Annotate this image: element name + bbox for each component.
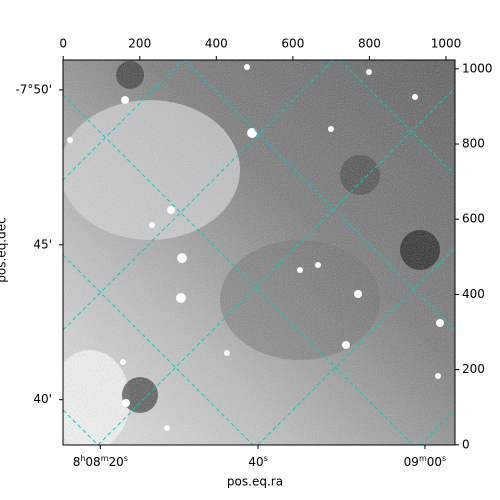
top-tick-label: 0 (59, 37, 67, 51)
right-tick-label: 200 (462, 362, 485, 376)
top-tick-label: 400 (205, 37, 228, 51)
y-axis-label: pos.eq.dec (0, 217, 9, 282)
top-tick-label: 800 (358, 37, 381, 51)
top-tick-label: 200 (128, 37, 151, 51)
coordinate-grid (63, 60, 455, 445)
right-tick-label: 0 (462, 437, 470, 451)
x-tick-label: 8h08m20s (73, 454, 128, 469)
y-tick-label: -7°50' (15, 82, 52, 96)
x-tick-label: 09m00s (404, 454, 447, 469)
x-axis-label: pos.eq.ra (227, 475, 283, 489)
top-tick-label: 1000 (431, 37, 462, 51)
top-tick-label: 600 (281, 37, 304, 51)
right-tick-label: 800 (462, 137, 485, 151)
right-tick-label: 400 (462, 287, 485, 301)
y-tick-label: 40' (33, 392, 52, 406)
sky-image (63, 60, 455, 445)
right-tick-label: 600 (462, 212, 485, 226)
frame (62, 59, 456, 446)
y-tick-label: 45' (33, 237, 52, 251)
right-tick-label: 1000 (462, 61, 493, 75)
x-tick-label: 40s (248, 454, 267, 469)
